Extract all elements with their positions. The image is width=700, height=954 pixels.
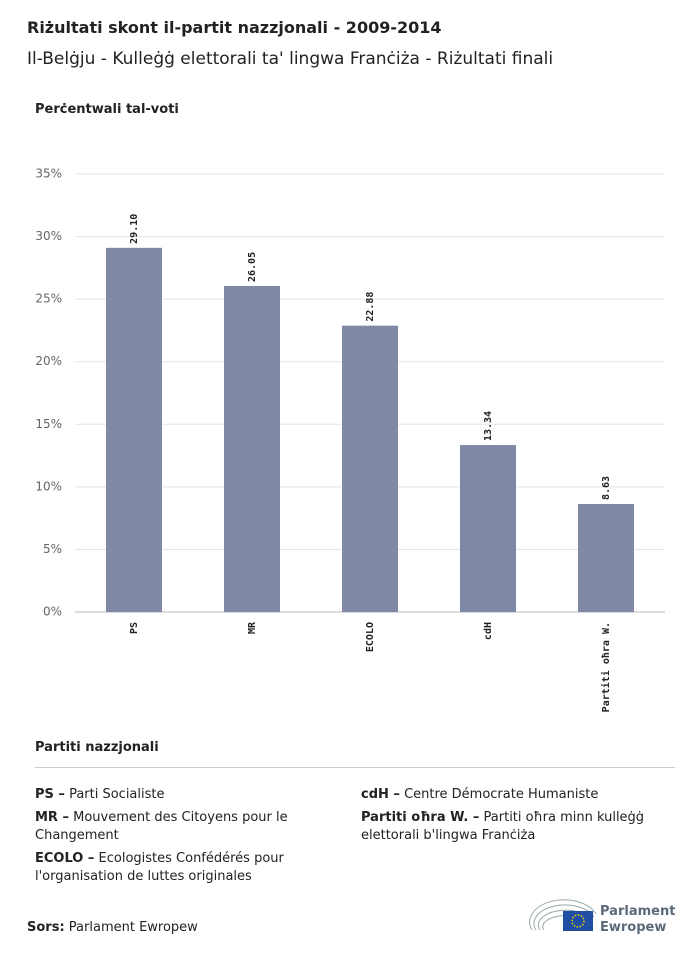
value-label: 26.05	[247, 252, 258, 282]
divider	[35, 767, 675, 768]
party-abbr: cdH –	[361, 787, 400, 802]
source: Sors: Parlament Ewropew	[27, 920, 198, 935]
bar	[106, 247, 162, 612]
y-tick-label: 25%	[35, 292, 62, 306]
logo-line: Parlament	[600, 904, 676, 919]
value-label: 22.88	[365, 292, 376, 322]
party-name: Parti Socialiste	[69, 787, 165, 802]
legend-entry: MR – Mouvement des Citoyens pour le Chan…	[35, 809, 335, 845]
y-tick-label: 15%	[35, 417, 62, 431]
party-abbr: MR –	[35, 810, 69, 825]
legend-entry: Partiti oħra W. – Partiti oħra minn kull…	[361, 809, 661, 845]
legend-entry: cdH – Centre Démocrate Humaniste	[361, 786, 661, 804]
party-name: Centre Démocrate Humaniste	[404, 787, 599, 802]
y-tick-label: 35%	[35, 167, 62, 181]
subtitle: Il-Belġju - Kulleġġ elettorali ta' lingw…	[27, 49, 554, 69]
x-tick-label: Partiti oħra W.	[600, 622, 612, 712]
party-abbr: Partiti oħra W. –	[361, 810, 480, 825]
x-tick-label: PS	[129, 622, 140, 634]
logo-mark	[529, 899, 597, 931]
x-tick-label: cdH	[483, 622, 494, 640]
source-text: Parlament Ewropew	[68, 920, 198, 935]
y-tick-label: 10%	[35, 479, 62, 493]
value-label: 8.63	[601, 476, 612, 500]
legend-title: Partiti nazzjonali	[35, 740, 159, 755]
title: Riżultati skont il-partit nazzjonali - 2…	[27, 18, 442, 37]
source-label: Sors:	[27, 920, 65, 935]
y-tick-label: 0%	[43, 605, 62, 619]
bar	[460, 445, 516, 612]
bar	[224, 286, 280, 612]
x-tick-label: ECOLO	[365, 622, 376, 652]
party-abbr: ECOLO –	[35, 851, 95, 866]
legend-entry: PS – Parti Socialiste	[35, 786, 335, 804]
bar	[578, 504, 634, 612]
logo-line: Ewropew	[600, 920, 667, 935]
bar	[342, 325, 398, 612]
party-name: Mouvement des Citoyens pour le Changemen…	[35, 810, 288, 843]
y-tick-label: 30%	[35, 229, 62, 243]
x-tick-label: MR	[247, 621, 258, 634]
legend-entry: ECOLO – Ecologistes Confédérés pour l'or…	[35, 850, 335, 886]
party-name: Ecologistes Confédérés pour l'organisati…	[35, 851, 284, 884]
y-tick-label: 5%	[43, 542, 62, 556]
party-abbr: PS –	[35, 787, 65, 802]
party-name: Partiti oħra minn kulleġġ elettorali b'l…	[361, 810, 645, 843]
y-axis-label: Perċentwali tal-voti	[35, 102, 179, 117]
value-label: 29.10	[129, 214, 140, 244]
logo-text: Parlament Ewropew	[600, 904, 675, 936]
value-label: 13.34	[483, 411, 494, 441]
y-tick-label: 20%	[35, 354, 62, 368]
